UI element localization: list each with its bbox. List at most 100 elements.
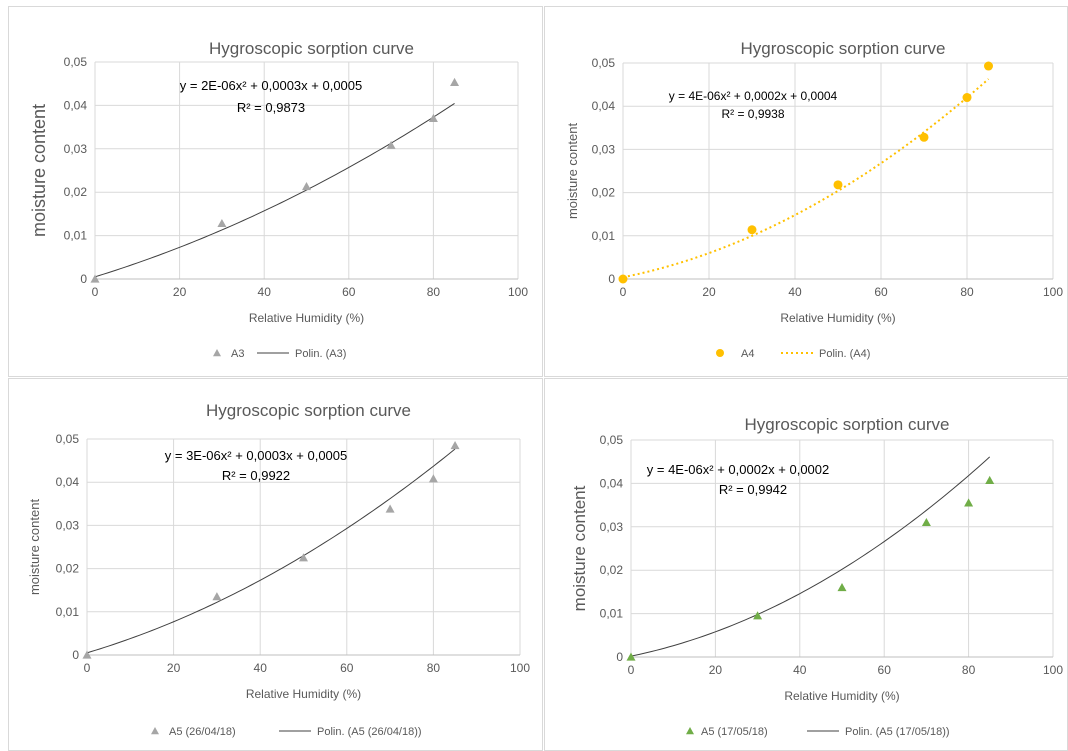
data-point xyxy=(921,517,931,527)
y-tick-label: 0 xyxy=(80,272,87,286)
y-axis-label: moisture content xyxy=(27,499,42,595)
x-tick-label: 60 xyxy=(342,285,356,299)
x-tick-label: 60 xyxy=(878,663,892,677)
trendline xyxy=(94,103,455,278)
data-point xyxy=(618,274,628,284)
y-tick-label: 0,03 xyxy=(600,520,624,534)
data-point xyxy=(212,592,222,601)
data-point xyxy=(984,61,993,71)
legend-trendline-name: Polin. (A4) xyxy=(819,348,870,360)
y-tick-label: 0,03 xyxy=(592,142,616,156)
data-point xyxy=(82,650,92,659)
y-tick-label: 0 xyxy=(72,648,79,662)
y-axis-label: moisture content xyxy=(29,104,49,237)
trendline-r2: R² = 0,9938 xyxy=(721,107,784,121)
trendline-r2: R² = 0,9942 xyxy=(719,482,787,497)
y-tick-label: 0,04 xyxy=(56,475,80,489)
data-point xyxy=(964,498,974,507)
x-tick-label: 80 xyxy=(427,285,441,299)
y-tick-label: 0,02 xyxy=(64,185,88,199)
chart-panel-a5-2604: 0 20 40 60 80 100 0 0,01 0,02 0,03 0,04 0,05 Hygrosc… xyxy=(8,378,543,751)
chart-svg: 0 20 40 60 80 100 0 0,01 0,02 0,03 0,04 0,05 Hygrosc… xyxy=(29,39,528,360)
y-tick-label: 0,04 xyxy=(600,476,624,490)
x-tick-label: 60 xyxy=(340,661,354,675)
legend: A5 (17/05/18) Polin. (A5 (17/05/18)) xyxy=(686,726,950,738)
x-tick-label: 40 xyxy=(254,661,268,675)
x-tick-label: 40 xyxy=(788,285,802,299)
trendline-r2: R² = 0,9873 xyxy=(237,100,305,115)
legend-trendline-name: Polin. (A3) xyxy=(295,348,346,360)
trendline xyxy=(630,456,991,657)
data-point xyxy=(753,611,763,620)
data-point xyxy=(217,218,227,228)
trendline xyxy=(622,78,990,279)
chart-svg: 0 20 40 60 80 100 0 0,01 0,02 0,03 0,04 0,05 Hygrosc… xyxy=(27,401,530,738)
chart-panel-a3: 0 20 40 60 80 100 0 0,01 0,02 0,03 0,04 0,05 Hygrosc… xyxy=(8,6,543,377)
trendline xyxy=(86,448,456,654)
legend-marker xyxy=(716,349,724,357)
legend-series-name: A4 xyxy=(741,348,754,360)
y-tick-label: 0,01 xyxy=(56,605,80,619)
gridlines xyxy=(94,61,519,280)
x-tick-label: 20 xyxy=(709,663,723,677)
x-axis-label: Relative Humidity (%) xyxy=(246,687,361,701)
x-tick-label: 80 xyxy=(960,285,974,299)
x-tick-label: 20 xyxy=(702,285,716,299)
data-point xyxy=(985,475,995,484)
x-tick-label: 0 xyxy=(628,663,635,677)
x-tick-label: 0 xyxy=(620,285,627,299)
x-tick-label: 40 xyxy=(793,663,807,677)
x-tick-label: 100 xyxy=(1043,663,1063,677)
y-tick-label: 0,02 xyxy=(56,562,80,576)
y-tick-label: 0,05 xyxy=(56,432,80,446)
data-points xyxy=(626,475,995,661)
y-tick-label: 0,05 xyxy=(592,56,616,70)
chart-title: Hygroscopic sorption curve xyxy=(206,401,411,420)
x-tick-label: 80 xyxy=(427,661,441,675)
legend-series-name: A5 (26/04/18) xyxy=(169,726,236,738)
data-point xyxy=(299,553,308,562)
legend: A4 Polin. (A4) xyxy=(716,348,870,360)
x-tick-label: 100 xyxy=(508,285,528,299)
data-points xyxy=(82,440,460,659)
x-tick-label: 40 xyxy=(258,285,272,299)
data-point xyxy=(450,440,460,450)
y-tick-label: 0,02 xyxy=(592,186,616,200)
legend-trendline-name: Polin. (A5 (17/05/18)) xyxy=(845,726,950,738)
data-points xyxy=(90,77,460,283)
trendline-equation: y = 4E-06x² + 0,0002x + 0,0002 xyxy=(647,462,830,477)
y-tick-label: 0,01 xyxy=(592,229,616,243)
legend-trendline-name: Polin. (A5 (26/04/18)) xyxy=(317,726,422,738)
data-point xyxy=(837,583,847,592)
data-point xyxy=(385,504,395,513)
y-tick-label: 0,05 xyxy=(64,55,88,69)
x-tick-label: 0 xyxy=(92,285,99,299)
y-axis-label: moisture content xyxy=(570,485,589,611)
data-point xyxy=(428,113,438,123)
y-axis-label: moisture content xyxy=(565,123,580,219)
y-tick-label: 0 xyxy=(616,650,623,664)
x-tick-label: 100 xyxy=(1043,285,1063,299)
data-point xyxy=(919,132,929,142)
y-tick-label: 0,05 xyxy=(600,433,624,447)
data-point xyxy=(626,652,636,661)
trendline-equation: y = 2E-06x² + 0,0003x + 0,0005 xyxy=(180,78,363,93)
y-tick-label: 0,04 xyxy=(592,99,616,113)
chart-svg: 0 20 40 60 80 100 0 0,01 0,02 0,03 0,04 0,05 Hygrosc… xyxy=(565,39,1063,360)
chart-title: Hygroscopic sorption curve xyxy=(740,39,945,58)
data-point xyxy=(386,140,396,149)
x-axis-label: Relative Humidity (%) xyxy=(784,689,899,703)
gridlines xyxy=(86,438,521,656)
data-point xyxy=(302,182,311,191)
data-points xyxy=(618,61,993,284)
legend-series-name: A5 (17/05/18) xyxy=(701,726,768,738)
chart-title: Hygroscopic sorption curve xyxy=(744,415,949,434)
data-point xyxy=(428,474,438,483)
legend-marker xyxy=(686,727,694,735)
x-tick-label: 0 xyxy=(84,661,91,675)
legend: A5 (26/04/18) Polin. (A5 (26/04/18)) xyxy=(151,726,422,738)
x-axis-label: Relative Humidity (%) xyxy=(780,311,895,325)
y-tick-label: 0,04 xyxy=(64,98,88,112)
data-point xyxy=(90,274,100,283)
data-point xyxy=(450,77,460,86)
